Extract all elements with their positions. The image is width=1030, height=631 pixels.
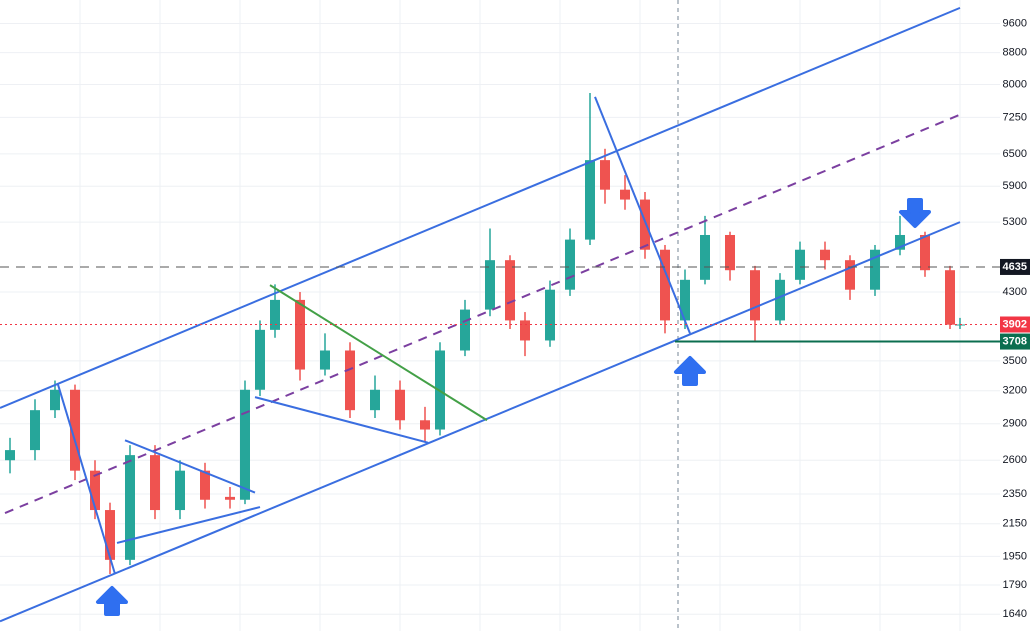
candle-body: [5, 450, 15, 461]
candle-body: [345, 350, 355, 411]
candle-body: [750, 270, 760, 321]
price-label: 3902: [1003, 318, 1027, 330]
candle-body: [795, 249, 805, 280]
y-tick-label: 5300: [1003, 216, 1027, 228]
candle-body: [125, 455, 135, 560]
trend-line: [4, 113, 961, 514]
candle-body: [700, 234, 710, 280]
candle-body: [545, 289, 555, 341]
y-tick-label: 2600: [1003, 454, 1027, 466]
candle-body: [225, 496, 235, 500]
candle-body: [945, 270, 955, 325]
trend-line: [0, 221, 961, 623]
y-tick-label: 6500: [1003, 148, 1027, 160]
y-tick-label: 7250: [1003, 111, 1027, 123]
candle-body: [240, 389, 250, 500]
candle-body: [150, 455, 160, 511]
candle-body: [660, 249, 670, 321]
arrows: [96, 198, 931, 616]
trend-line: [269, 284, 488, 422]
candle-body: [30, 410, 40, 451]
y-tick-label: 1640: [1003, 608, 1027, 620]
candle-body: [200, 470, 210, 500]
trend-line: [0, 6, 961, 409]
price-label: 3708: [1003, 335, 1027, 347]
price-label: 4635: [1003, 261, 1027, 273]
trend-line: [254, 396, 429, 444]
candle-body: [565, 239, 575, 290]
candle-body: [820, 249, 830, 261]
candle-body: [775, 279, 785, 321]
up-arrow: [96, 586, 128, 616]
down-arrow: [899, 198, 931, 228]
y-tick-label: 2150: [1003, 518, 1027, 530]
candle-body: [680, 279, 690, 321]
candle-body: [920, 234, 930, 271]
trend-line: [124, 439, 256, 494]
candle-body: [420, 420, 430, 430]
candle-body: [600, 160, 610, 190]
candle-body: [50, 389, 60, 411]
candle-body: [725, 234, 735, 271]
candle-body: [460, 309, 470, 351]
candle-body: [640, 199, 650, 250]
candle-body: [320, 350, 330, 370]
candle-body: [485, 260, 495, 310]
y-tick-label: 1950: [1003, 550, 1027, 562]
y-tick-label: 1790: [1003, 579, 1027, 591]
y-tick-label: 8000: [1003, 78, 1027, 90]
y-tick-label: 5900: [1003, 180, 1027, 192]
candle-body: [370, 389, 380, 411]
candle-body: [620, 189, 630, 200]
candle-body: [395, 389, 405, 421]
candle-body: [520, 320, 530, 341]
candle-body: [895, 234, 905, 250]
candle-body: [870, 249, 880, 290]
candle-body: [70, 389, 80, 471]
candle-body: [270, 299, 280, 330]
y-tick-label: 3200: [1003, 385, 1027, 397]
y-tick-label: 3500: [1003, 355, 1027, 367]
candle-body: [175, 470, 185, 511]
trend-line: [594, 96, 691, 334]
y-tick-label: 4300: [1003, 286, 1027, 298]
trend-line: [116, 506, 261, 544]
candle-body: [90, 470, 100, 511]
trend-line: [57, 384, 116, 575]
candle-body: [505, 260, 515, 321]
price-label-bg: [1000, 316, 1030, 333]
y-tick-label: 2900: [1003, 418, 1027, 430]
candle-body: [585, 160, 595, 240]
y-tick-label: 2350: [1003, 488, 1027, 500]
up-arrow: [674, 356, 706, 386]
candle-body: [295, 299, 305, 370]
price-label-bg: [1000, 258, 1030, 275]
candle-body: [845, 260, 855, 290]
vertical-grid: [79, 0, 961, 631]
candle-body: [105, 510, 115, 560]
y-tick-label: 8800: [1003, 47, 1027, 59]
y-tick-label: 9600: [1003, 17, 1027, 29]
candle-body: [255, 329, 265, 390]
price-label-bg: [1000, 333, 1030, 350]
